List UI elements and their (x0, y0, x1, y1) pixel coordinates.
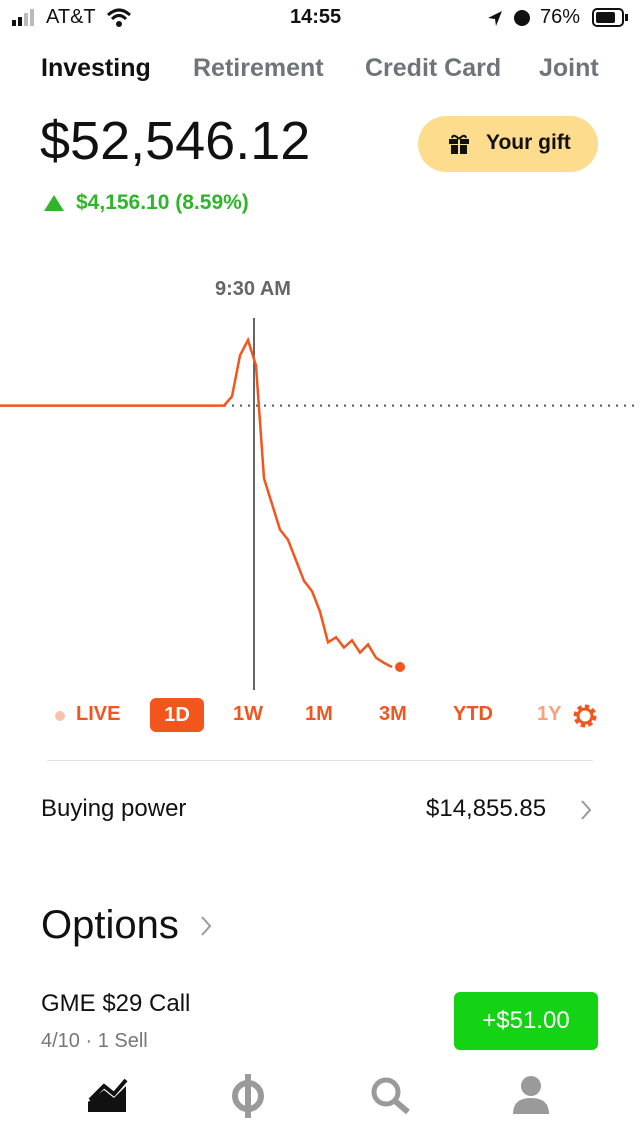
gift-button[interactable]: Your gift (418, 116, 598, 172)
cursor-label: 9:30 AM (215, 278, 291, 300)
nav-browse[interactable] (232, 1074, 264, 1118)
nav-account[interactable] (513, 1076, 549, 1114)
range-button[interactable]: 1Y (537, 703, 562, 725)
nav-home[interactable] (88, 1078, 128, 1112)
option-detail: 4/10 · 1 Sell (41, 1030, 148, 1052)
divider (47, 760, 593, 761)
range-button[interactable]: 3M (379, 703, 407, 725)
range-button[interactable]: 1W (233, 703, 263, 725)
tab[interactable]: Joint (539, 54, 599, 82)
range-button[interactable]: YTD (453, 703, 493, 725)
live-dot (55, 711, 65, 721)
tab[interactable]: Retirement (193, 54, 324, 82)
clock: 14:55 (290, 6, 342, 28)
settings-icon[interactable] (572, 703, 598, 729)
carrier: AT&T (46, 6, 96, 28)
gift-icon (449, 134, 469, 154)
option-change[interactable]: +$51.00 (454, 992, 598, 1050)
range-button[interactable]: LIVE (76, 703, 121, 725)
price-line (0, 336, 393, 669)
chevron (581, 800, 592, 820)
option-name: GME $29 Call (41, 990, 191, 1017)
battery-icon (592, 8, 628, 27)
bottom-nav (88, 1074, 549, 1118)
nav-search[interactable] (371, 1077, 410, 1115)
tab[interactable]: Credit Card (365, 54, 502, 82)
buying-power-label: Buying power (41, 795, 187, 822)
chevron (201, 916, 212, 936)
chart: 9:30 AM (0, 278, 640, 690)
wifi-icon (106, 8, 132, 27)
range-button[interactable]: 1D (150, 698, 204, 732)
buying-power-value[interactable]: $14,855.85 (426, 795, 547, 822)
options-title[interactable]: Options (41, 903, 179, 947)
end-dot (395, 662, 405, 672)
signal-icon (12, 9, 34, 26)
tab[interactable]: Investing (41, 54, 151, 82)
status-icons (488, 10, 530, 26)
gift-label: Your gift (486, 131, 571, 154)
change: $4,156.10 (8.59%) (76, 191, 249, 214)
up-arrow (44, 195, 64, 211)
range-button[interactable]: 1M (305, 703, 333, 725)
balance: $52,546.12 (40, 111, 311, 171)
battery-percent: 76% (540, 6, 581, 28)
